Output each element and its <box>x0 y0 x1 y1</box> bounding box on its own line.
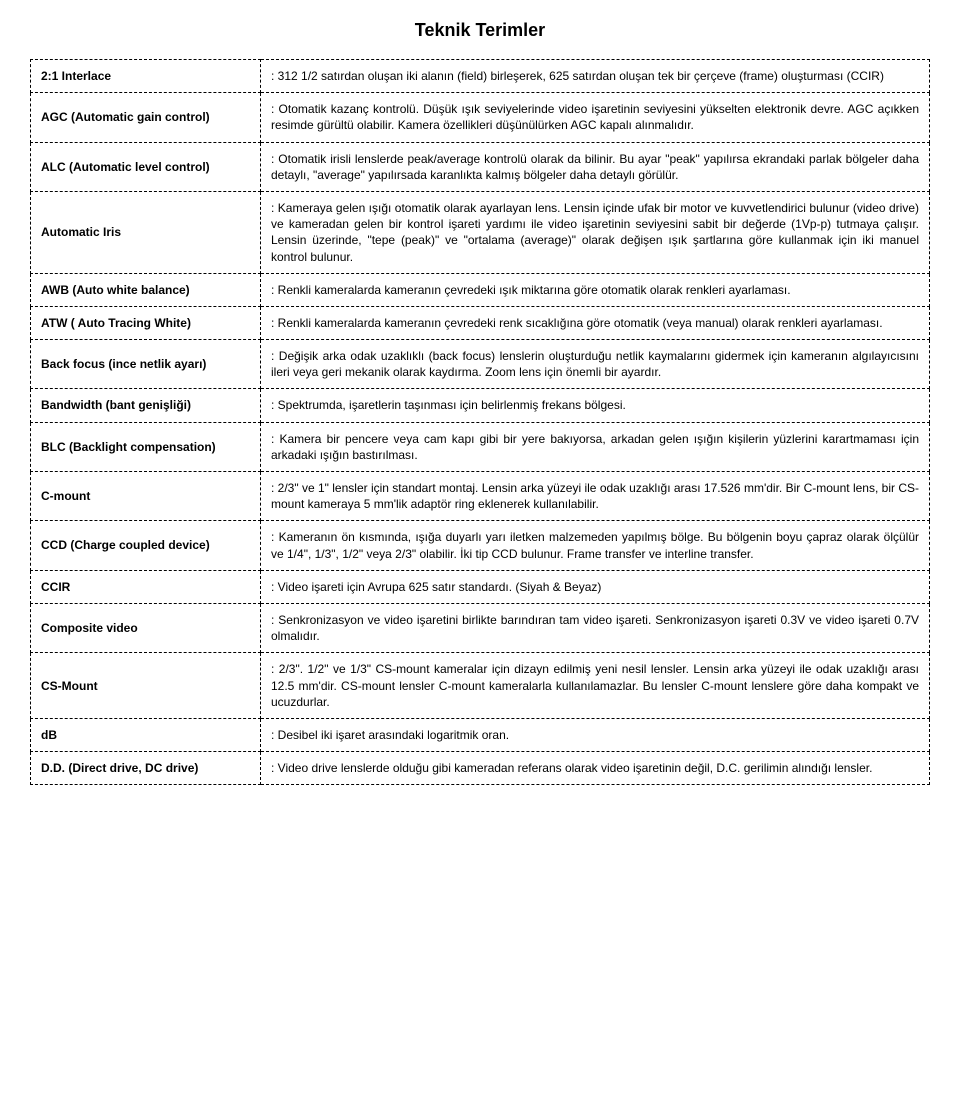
term-cell: D.D. (Direct drive, DC drive) <box>31 752 261 785</box>
definition-cell: : Video drive lenslerde olduğu gibi kame… <box>261 752 930 785</box>
term-cell: CCD (Charge coupled device) <box>31 521 261 570</box>
definition-cell: : Kameranın ön kısmında, ışığa duyarlı y… <box>261 521 930 570</box>
table-row: 2:1 Interlace: 312 1/2 satırdan oluşan i… <box>31 60 930 93</box>
term-cell: Composite video <box>31 603 261 652</box>
definition-cell: : Renkli kameralarda kameranın çevredeki… <box>261 306 930 339</box>
table-row: ALC (Automatic level control): Otomatik … <box>31 142 930 191</box>
term-cell: CCIR <box>31 570 261 603</box>
term-cell: CS-Mount <box>31 653 261 719</box>
table-row: AWB (Auto white balance): Renkli kameral… <box>31 273 930 306</box>
definition-cell: : Video işareti için Avrupa 625 satır st… <box>261 570 930 603</box>
table-row: Back focus (ince netlik ayarı): Değişik … <box>31 340 930 389</box>
definition-cell: : Spektrumda, işaretlerin taşınması için… <box>261 389 930 422</box>
term-cell: 2:1 Interlace <box>31 60 261 93</box>
table-row: D.D. (Direct drive, DC drive): Video dri… <box>31 752 930 785</box>
definition-cell: : 2/3". 1/2" ve 1/3" CS-mount kameralar … <box>261 653 930 719</box>
term-cell: AGC (Automatic gain control) <box>31 93 261 142</box>
table-row: Automatic Iris: Kameraya gelen ışığı oto… <box>31 191 930 273</box>
term-cell: Bandwidth (bant genişliği) <box>31 389 261 422</box>
definition-cell: : 2/3" ve 1" lensler için standart monta… <box>261 472 930 521</box>
definition-cell: : Kamera bir pencere veya cam kapı gibi … <box>261 422 930 471</box>
definition-cell: : Renkli kameralarda kameranın çevredeki… <box>261 273 930 306</box>
table-row: ATW ( Auto Tracing White): Renkli kamera… <box>31 306 930 339</box>
table-row: CCD (Charge coupled device): Kameranın ö… <box>31 521 930 570</box>
table-row: CCIR: Video işareti için Avrupa 625 satı… <box>31 570 930 603</box>
definition-cell: : Otomatik kazanç kontrolü. Düşük ışık s… <box>261 93 930 142</box>
term-cell: BLC (Backlight compensation) <box>31 422 261 471</box>
term-cell: ALC (Automatic level control) <box>31 142 261 191</box>
term-cell: Automatic Iris <box>31 191 261 273</box>
term-cell: ATW ( Auto Tracing White) <box>31 306 261 339</box>
page-title: Teknik Terimler <box>30 20 930 41</box>
definition-cell: : 312 1/2 satırdan oluşan iki alanın (fi… <box>261 60 930 93</box>
term-cell: dB <box>31 718 261 751</box>
term-cell: AWB (Auto white balance) <box>31 273 261 306</box>
glossary-table: 2:1 Interlace: 312 1/2 satırdan oluşan i… <box>30 59 930 785</box>
glossary-body: 2:1 Interlace: 312 1/2 satırdan oluşan i… <box>31 60 930 785</box>
table-row: AGC (Automatic gain control): Otomatik k… <box>31 93 930 142</box>
table-row: C-mount: 2/3" ve 1" lensler için standar… <box>31 472 930 521</box>
definition-cell: : Senkronizasyon ve video işaretini birl… <box>261 603 930 652</box>
table-row: Composite video: Senkronizasyon ve video… <box>31 603 930 652</box>
table-row: BLC (Backlight compensation): Kamera bir… <box>31 422 930 471</box>
term-cell: Back focus (ince netlik ayarı) <box>31 340 261 389</box>
table-row: CS-Mount: 2/3". 1/2" ve 1/3" CS-mount ka… <box>31 653 930 719</box>
definition-cell: : Otomatik irisli lenslerde peak/average… <box>261 142 930 191</box>
definition-cell: : Değişik arka odak uzaklıklı (back focu… <box>261 340 930 389</box>
table-row: dB: Desibel iki işaret arasındaki logari… <box>31 718 930 751</box>
definition-cell: : Kameraya gelen ışığı otomatik olarak a… <box>261 191 930 273</box>
table-row: Bandwidth (bant genişliği): Spektrumda, … <box>31 389 930 422</box>
term-cell: C-mount <box>31 472 261 521</box>
definition-cell: : Desibel iki işaret arasındaki logaritm… <box>261 718 930 751</box>
